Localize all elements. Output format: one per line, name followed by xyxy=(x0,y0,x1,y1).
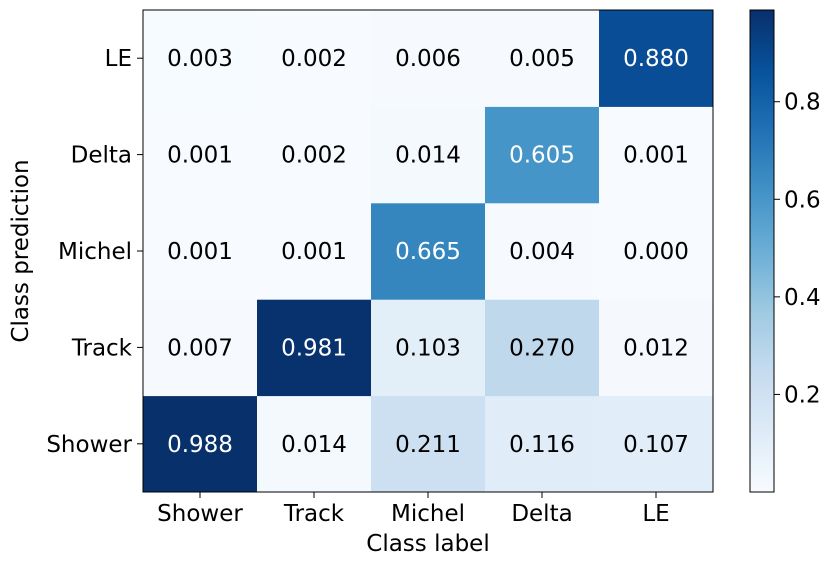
heatmap-cell xyxy=(371,299,486,397)
heatmap-cell xyxy=(143,299,258,397)
y-axis: Shower Track Michel Delta LE xyxy=(46,46,143,458)
heatmap-cell xyxy=(371,395,486,493)
cell-value-label: 0.001 xyxy=(623,143,689,169)
cell-value-label: 0.988 xyxy=(167,432,233,458)
heatmap-cell xyxy=(485,202,600,300)
y-tick-label: LE xyxy=(105,46,132,72)
x-tick-label: Track xyxy=(283,501,345,527)
cell-value-label: 0.007 xyxy=(167,335,233,361)
y-tick-label: Shower xyxy=(46,432,132,458)
x-tick-label: LE xyxy=(642,501,669,527)
cell-value-label: 0.001 xyxy=(167,239,233,265)
heatmap-cell xyxy=(485,106,600,204)
cell-value-label: 0.002 xyxy=(281,46,347,72)
y-axis-label: Class prediction xyxy=(8,159,34,342)
heatmap-cell xyxy=(371,106,486,204)
heatmap-cell xyxy=(143,395,258,493)
cell-value-label: 0.605 xyxy=(509,143,575,169)
y-tick-label: Track xyxy=(71,335,133,361)
heatmap-cell xyxy=(485,10,600,107)
cell-value-label: 0.014 xyxy=(395,143,461,169)
heatmap-cell xyxy=(257,202,372,300)
x-tick-label: Shower xyxy=(157,501,243,527)
cell-value-label: 0.001 xyxy=(281,239,347,265)
cell-value-label: 0.103 xyxy=(395,335,461,361)
cell-value-label: 0.002 xyxy=(281,143,347,169)
heatmap-cell xyxy=(143,106,258,204)
heatmap-cell xyxy=(599,299,714,397)
x-tick-label: Michel xyxy=(391,501,465,527)
x-tick-label: Delta xyxy=(511,501,572,527)
heatmap-cells xyxy=(143,10,714,493)
cell-value-label: 0.006 xyxy=(395,46,461,72)
heatmap-cell xyxy=(257,395,372,493)
heatmap-cell xyxy=(257,106,372,204)
cell-value-label: 0.665 xyxy=(395,239,461,265)
cell-value-label: 0.270 xyxy=(509,335,575,361)
y-tick-label: Michel xyxy=(58,239,132,265)
x-axis-label: Class label xyxy=(366,531,489,557)
heatmap-value-labels: 0.988 0.014 0.211 0.116 0.107 0.007 0.981 0.103… xyxy=(167,46,689,458)
heatmap-cell xyxy=(485,299,600,397)
heatmap-cell xyxy=(143,10,258,107)
colorbar-tick-label: 0.8 xyxy=(784,90,821,116)
heatmap-cell xyxy=(599,395,714,493)
cell-value-label: 0.981 xyxy=(281,335,347,361)
heatmap-cell xyxy=(257,299,372,397)
heatmap-cell xyxy=(257,10,372,107)
cell-value-label: 0.012 xyxy=(623,335,689,361)
heatmap-cell xyxy=(599,106,714,204)
colorbar-tick-label: 0.4 xyxy=(784,285,821,311)
heatmap-cell xyxy=(599,10,714,107)
heatmap-cell xyxy=(371,202,486,300)
cell-value-label: 0.107 xyxy=(623,432,689,458)
cell-value-label: 0.014 xyxy=(281,432,347,458)
cell-value-label: 0.880 xyxy=(623,46,689,72)
heatmap-cell xyxy=(371,10,486,107)
colorbar xyxy=(749,9,775,493)
heatmap-cell xyxy=(143,202,258,300)
colorbar-tick-label: 0.6 xyxy=(784,187,821,213)
cell-value-label: 0.116 xyxy=(509,432,575,458)
cell-value-label: 0.211 xyxy=(395,432,461,458)
cell-value-label: 0.004 xyxy=(509,239,575,265)
cell-value-label: 0.005 xyxy=(509,46,575,72)
cell-value-label: 0.001 xyxy=(167,143,233,169)
heatmap-cell xyxy=(599,202,714,300)
colorbar-axis: 0.2 0.4 0.6 0.8 xyxy=(774,90,821,408)
x-axis: Shower Track Michel Delta LE xyxy=(157,492,670,527)
cell-value-label: 0.000 xyxy=(623,239,689,265)
y-tick-label: Delta xyxy=(71,143,132,169)
colorbar-tick-label: 0.2 xyxy=(784,382,821,408)
heatmap-cell xyxy=(485,395,600,493)
cell-value-label: 0.003 xyxy=(167,46,233,72)
